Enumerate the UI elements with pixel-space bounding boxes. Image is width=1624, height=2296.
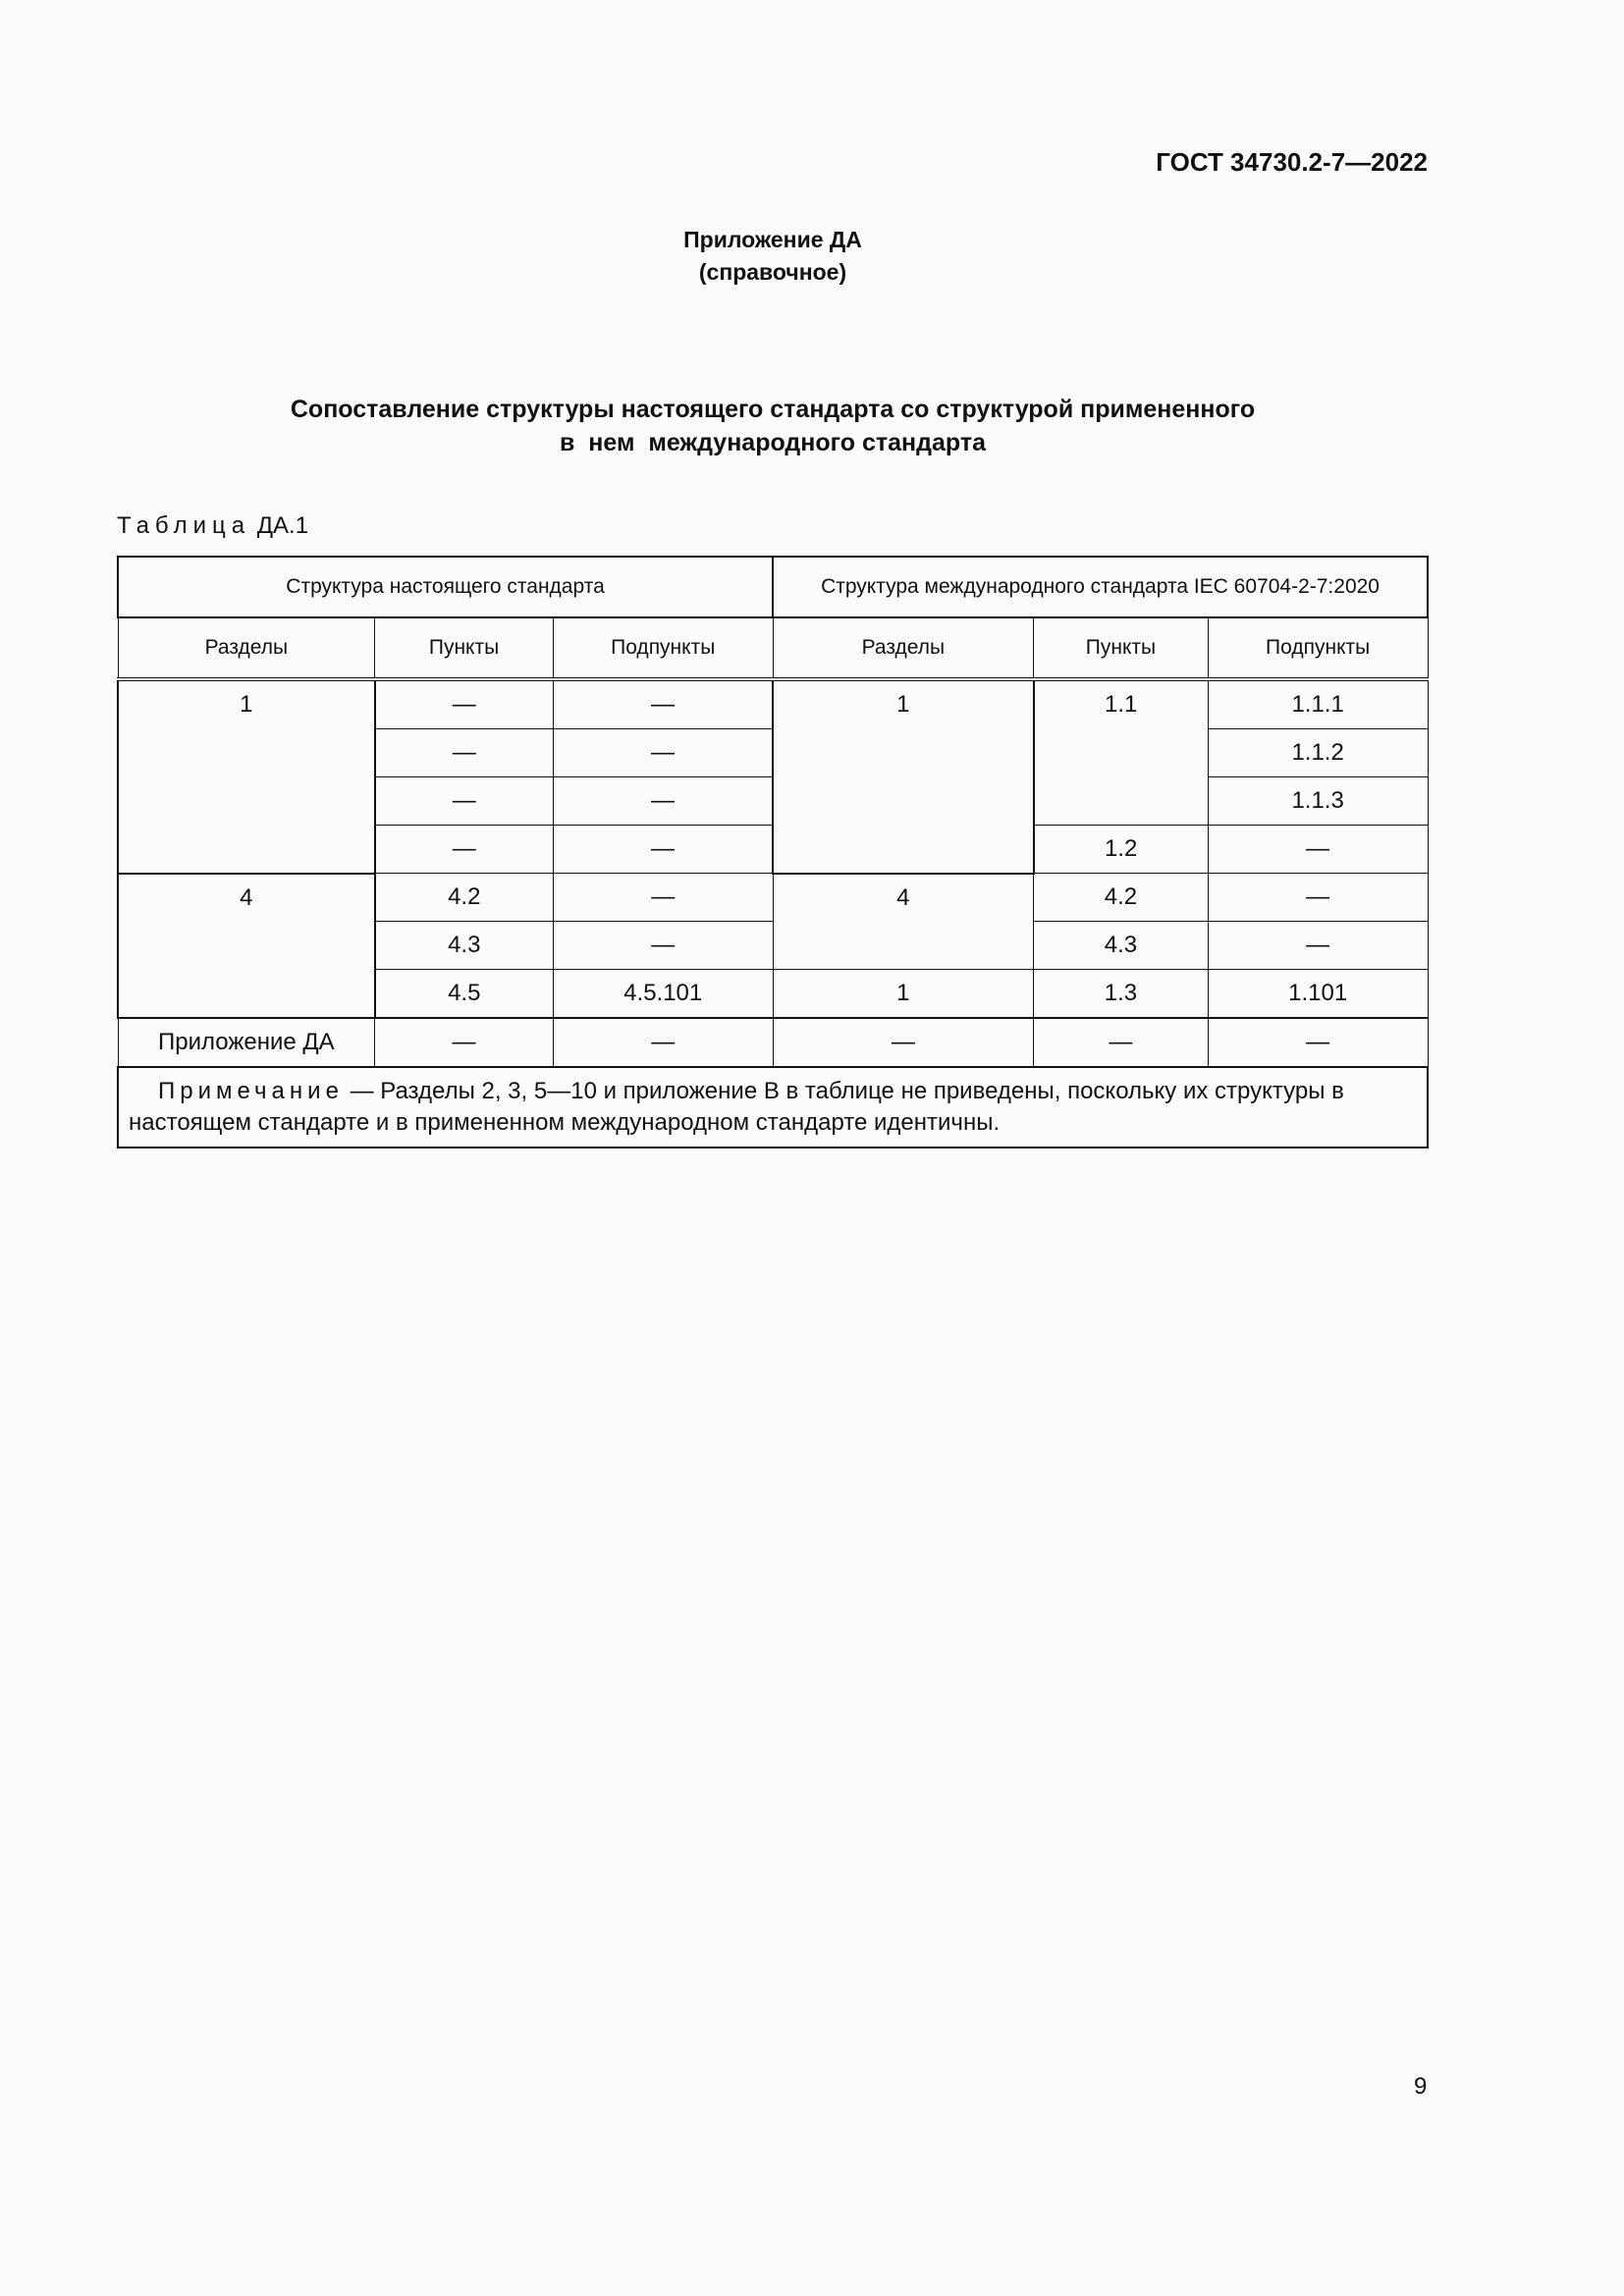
- document-code: ГОСТ 34730.2-7—2022: [1156, 147, 1428, 177]
- cell: 4.3: [374, 921, 554, 970]
- cell: 4.2: [374, 873, 554, 922]
- cell: —: [374, 728, 554, 777]
- cell: 4.5.101: [552, 969, 774, 1019]
- cell: —: [552, 728, 774, 777]
- section-heading: Сопоставление структуры настоящего станд…: [0, 393, 1545, 459]
- cell: —: [552, 1017, 774, 1068]
- cell: —: [1207, 1017, 1429, 1068]
- column-header: Подпункты: [1207, 616, 1429, 681]
- cell: 1.1.2: [1207, 728, 1429, 777]
- page-number: 9: [1414, 2073, 1428, 2100]
- cell: —: [772, 1017, 1035, 1068]
- cell: 1.3: [1033, 969, 1209, 1019]
- cell: —: [374, 678, 554, 729]
- table-header-row: Структура настоящего стандарта Структура…: [116, 556, 1429, 618]
- cell: 1.1.3: [1207, 776, 1429, 826]
- column-header: Разделы: [772, 616, 1035, 681]
- cell: 4.3: [1033, 921, 1209, 970]
- note-label: Примечание: [158, 1078, 344, 1104]
- cell: —: [1207, 921, 1429, 970]
- column-header: Пункты: [374, 616, 554, 681]
- group-header: Структура настоящего стандарта: [116, 556, 775, 618]
- table-row: — — 1.1.2: [118, 728, 1429, 777]
- note-text: — Разделы 2, 3, 5—10 и приложение В в та…: [129, 1078, 1344, 1136]
- cell: 1.101: [1207, 969, 1429, 1019]
- column-header: Разделы: [117, 616, 376, 681]
- column-header: Пункты: [1033, 616, 1209, 681]
- cell: —: [374, 776, 554, 826]
- cell: —: [1207, 873, 1429, 922]
- cell: 4: [772, 873, 1035, 970]
- cell: —: [1207, 825, 1429, 874]
- table-header-row: Разделы Пункты Подпункты Разделы Пункты …: [117, 616, 1429, 681]
- appendix-title-block: Приложение ДА (справочное): [0, 224, 1545, 289]
- cell: 4: [117, 872, 376, 1019]
- table-row: 4.3 — 4.3 —: [118, 921, 1429, 970]
- cell: —: [374, 1017, 554, 1068]
- table-row: Приложение ДА — — — — —: [117, 1017, 1429, 1068]
- cell: —: [552, 921, 774, 970]
- appendix-subtitle: (справочное): [698, 259, 847, 285]
- table-note: Примечание — Разделы 2, 3, 5—10 и прилож…: [117, 1066, 1429, 1148]
- cell: —: [552, 776, 774, 826]
- heading-line-1: Сопоставление структуры настоящего станд…: [290, 396, 1256, 423]
- table-caption-prefix: Таблица: [117, 512, 251, 539]
- table-row: 4 4.2 — 4 4.2 —: [117, 872, 1429, 1019]
- cell: 1: [772, 969, 1035, 1019]
- heading-line-2: в нем международного стандарта: [560, 429, 986, 456]
- structure-comparison-table: Структура настоящего стандарта Структура…: [116, 556, 1429, 1148]
- cell: 1.2: [1033, 825, 1209, 874]
- table-note-row: Примечание — Разделы 2, 3, 5—10 и прилож…: [117, 1066, 1429, 1148]
- cell: 1.1.1: [1207, 678, 1429, 729]
- table-row: 4.5 4.5.101 1 1.3 1.101: [118, 969, 1429, 1019]
- cell: 4.2: [1033, 873, 1209, 922]
- group-header: Структура международного стандарта IEC 6…: [772, 556, 1429, 618]
- cell: —: [552, 825, 774, 874]
- cell: 4.5: [374, 969, 554, 1019]
- column-header: Подпункты: [552, 616, 774, 681]
- cell: Приложение ДА: [117, 1017, 376, 1068]
- cell: —: [552, 873, 774, 922]
- cell: 1: [772, 678, 1035, 875]
- cell: —: [1033, 1017, 1209, 1068]
- table-caption: Таблица ДА.1: [117, 512, 308, 540]
- cell: —: [374, 825, 554, 874]
- table-caption-id: ДА.1: [256, 512, 309, 539]
- appendix-title: Приложение ДА: [683, 227, 862, 252]
- table-row: 1 — — 1 1.1 1.1.1: [117, 678, 1429, 875]
- cell: 1.1: [1033, 678, 1209, 826]
- cell: 1: [117, 678, 376, 875]
- cell: —: [552, 678, 774, 729]
